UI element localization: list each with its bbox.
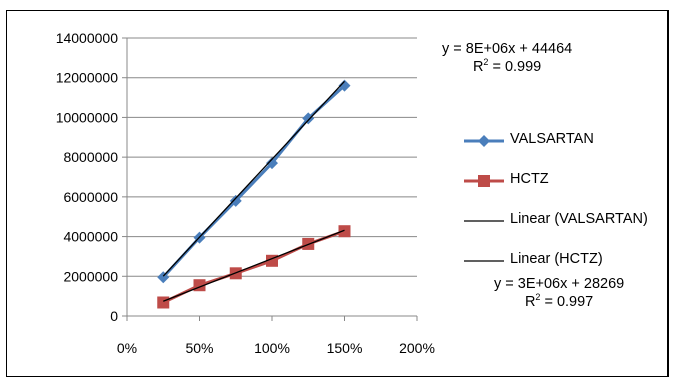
y-tick-label: 10000000 bbox=[56, 109, 119, 125]
data-point-hctz bbox=[338, 225, 351, 238]
chart-area: 0 2000000 4000000 6000000 8000000 10000000 120… bbox=[6, 10, 669, 377]
valsartan-r2: R2 = 0.999 bbox=[472, 57, 542, 75]
y-tick-labels: 0 2000000 4000000 6000000 8000000 10000000 120… bbox=[56, 30, 119, 324]
hctz-r2-value: = 0.997 bbox=[540, 293, 594, 310]
x-tick-label: 50% bbox=[185, 340, 213, 356]
x-tick-label: 150% bbox=[327, 340, 363, 356]
hctz-r2: R2 = 0.997 bbox=[524, 292, 594, 310]
legend-swatch-hctz bbox=[464, 175, 504, 187]
data-point-valsartan bbox=[266, 157, 278, 170]
trendlines-group bbox=[162, 80, 345, 302]
legend-label-valsartan: VALSARTAN bbox=[510, 131, 594, 147]
series-line-hctz bbox=[162, 229, 345, 304]
y-tick-label: 14000000 bbox=[56, 30, 119, 46]
y-tick-label: 2000000 bbox=[63, 268, 118, 284]
legend-label-linear-hctz: Linear (HCTZ) bbox=[510, 251, 603, 267]
hctz-equation: y = 3E+06x + 28269 bbox=[494, 276, 625, 292]
legend-swatch-linear-hctz bbox=[464, 260, 504, 262]
valsartan-equation: y = 8E+06x + 44464 bbox=[442, 41, 573, 57]
hctz-r2-symbol: R bbox=[524, 293, 536, 310]
legend-label-linear-valsartan: Linear (VALSARTAN) bbox=[510, 211, 648, 227]
valsartan-r2-symbol: R bbox=[472, 58, 484, 75]
data-point-valsartan bbox=[338, 79, 351, 92]
valsartan-r2-value: = 0.999 bbox=[488, 58, 542, 75]
y-tick-label: 6000000 bbox=[63, 189, 118, 205]
x-tick-label: 0% bbox=[117, 340, 137, 356]
trendline-1 bbox=[163, 229, 345, 302]
hctz-trend-label: y = 3E+06x + 28269 R2 = 0.997 bbox=[494, 276, 624, 310]
y-tick-label: 12000000 bbox=[56, 70, 119, 86]
data-point-valsartan bbox=[229, 194, 242, 207]
series-group bbox=[157, 79, 351, 309]
legend-swatch-linear-valsartan bbox=[464, 220, 504, 222]
valsartan-trend-label: y = 8E+06x + 44464 R2 = 0.999 bbox=[442, 41, 572, 75]
gridlines bbox=[127, 37, 417, 277]
y-tick-label: 8000000 bbox=[63, 149, 118, 165]
data-point-valsartan bbox=[302, 112, 315, 125]
legend-label-hctz: HCTZ bbox=[510, 171, 549, 187]
y-tick-label: 4000000 bbox=[63, 229, 118, 245]
axes bbox=[122, 37, 418, 321]
x-tick-label: 100% bbox=[254, 340, 290, 356]
x-tick-label: 200% bbox=[399, 340, 435, 356]
trendline-0 bbox=[162, 80, 345, 277]
data-point-valsartan bbox=[157, 271, 170, 284]
chart-plot: 0 2000000 4000000 6000000 8000000 10000000 120… bbox=[56, 30, 435, 356]
legend-swatch-valsartan bbox=[464, 135, 504, 147]
series-line-valsartan bbox=[162, 84, 346, 279]
data-point-hctz bbox=[157, 296, 170, 309]
y-tick-label: 0 bbox=[110, 308, 118, 324]
x-tick-labels: 0% 50% 100% 150% 200% bbox=[117, 340, 435, 356]
